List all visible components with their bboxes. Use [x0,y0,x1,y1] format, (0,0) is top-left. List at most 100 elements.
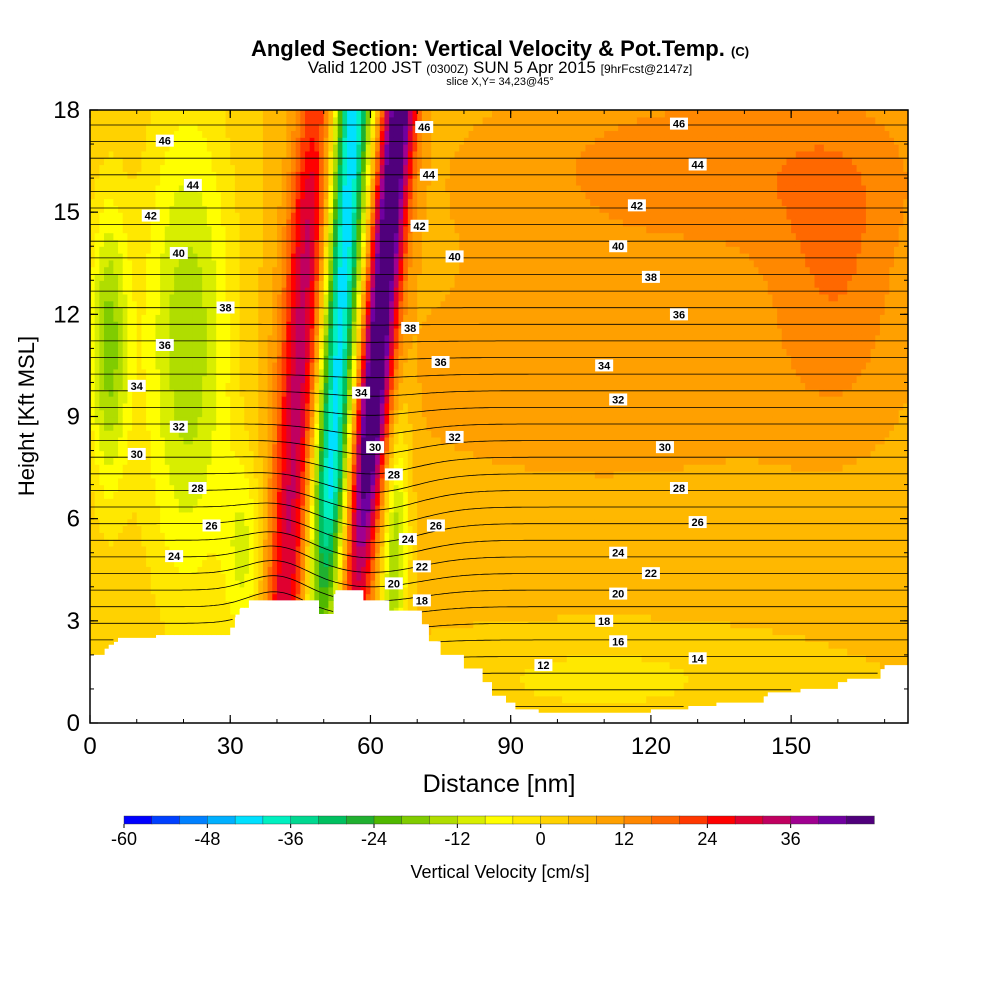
velocity-cell [146,430,152,438]
velocity-cell [211,137,217,145]
velocity-cell [272,273,278,281]
velocity-cell [234,470,241,479]
velocity-cell [94,443,100,452]
velocity-cell [370,396,376,404]
velocity-cell [356,280,362,288]
velocity-cell [141,259,147,268]
velocity-cell [389,368,395,377]
velocity-cell [211,253,217,261]
velocity-cell [141,614,147,622]
velocity-cell [300,375,306,384]
velocity-cell [225,382,231,390]
velocity-cell [188,600,194,608]
velocity-cell [160,144,166,152]
velocity-cell [290,586,297,595]
velocity-cell [365,484,372,493]
velocity-cell [99,341,105,349]
velocity-cell [160,212,166,220]
velocity-cell [127,566,133,574]
velocity-cell [132,389,138,397]
velocity-cell [90,532,96,540]
velocity-cell [258,539,264,547]
velocity-cell [295,505,301,513]
velocity-cell [323,382,329,390]
velocity-cell [202,600,208,608]
velocity-cell [225,327,231,336]
velocity-cell [99,293,105,302]
velocity-cell [160,348,166,356]
velocity-cell [351,416,358,424]
velocity-cell [290,396,297,404]
velocity-cell [127,511,133,520]
velocity-cell [99,491,105,499]
velocity-cell [118,457,124,465]
velocity-cell [389,539,395,547]
velocity-cell [258,266,264,275]
velocity-cell [206,198,213,206]
velocity-cell [192,321,199,329]
velocity-cell [333,341,339,349]
velocity-cell [258,225,264,234]
velocity-cell [216,600,222,608]
velocity-cell [211,334,217,343]
velocity-cell [276,409,283,418]
velocity-cell [225,212,231,220]
velocity-cell [169,573,175,581]
velocity-cell [258,327,264,336]
velocity-cell [361,362,367,370]
velocity-cell [211,327,217,336]
velocity-cell [122,184,128,193]
velocity-cell [323,334,329,343]
velocity-cell [342,164,348,172]
velocity-cell [108,525,114,533]
velocity-cell [262,491,269,499]
velocity-cell [192,614,199,622]
velocity-cell [104,423,110,431]
velocity-cell [169,518,175,527]
velocity-cell [286,273,292,281]
velocity-cell [122,232,128,241]
velocity-cell [206,334,213,343]
velocity-cell [183,443,189,452]
velocity-cell [379,205,386,213]
velocity-cell [300,232,306,241]
velocity-cell [141,627,147,636]
velocity-cell [258,355,264,363]
velocity-cell [314,184,320,193]
velocity-cell [225,477,231,486]
velocity-cell [174,539,180,547]
velocity-cell [136,518,143,527]
velocity-cell [337,552,344,561]
velocity-cell [188,253,194,261]
velocity-cell [272,525,278,533]
velocity-cell [379,314,386,322]
velocity-cell [276,341,283,349]
velocity-cell [113,314,119,322]
velocity-cell [365,280,372,288]
velocity-cell [118,491,124,499]
velocity-cell [155,280,161,288]
velocity-cell [253,402,259,411]
velocity-cell [365,348,372,356]
velocity-cell [169,525,175,533]
velocity-cell [248,164,255,172]
velocity-cell [314,402,320,411]
velocity-cell [365,184,372,193]
velocity-cell [351,212,358,220]
velocity-cell [337,307,344,315]
velocity-cell [319,110,325,118]
velocity-cell [328,273,334,281]
velocity-cell [253,566,259,574]
velocity-cell [132,627,138,636]
velocity-cell [192,579,199,588]
velocity-cell [309,511,315,520]
velocity-cell [356,382,362,390]
velocity-cell [244,184,250,193]
velocity-cell [136,600,143,608]
velocity-cell [188,280,194,288]
velocity-cell [393,600,400,608]
velocity-cell [206,130,213,138]
velocity-cell [314,464,320,472]
velocity-cell [141,491,147,499]
velocity-cell [365,212,372,220]
